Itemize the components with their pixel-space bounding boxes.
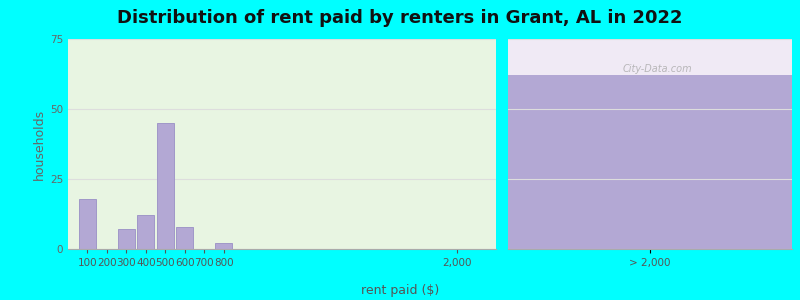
Bar (138, 215, 154, 249)
Bar (79, 199, 96, 249)
Text: Distribution of rent paid by renters in Grant, AL in 2022: Distribution of rent paid by renters in … (118, 9, 682, 27)
Text: rent paid ($): rent paid ($) (361, 284, 439, 297)
Bar (118, 230, 135, 249)
FancyBboxPatch shape (508, 39, 792, 75)
Bar (157, 123, 174, 249)
Bar (176, 226, 194, 249)
Y-axis label: households: households (33, 108, 46, 180)
Bar (508, 75, 792, 249)
Text: City-Data.com: City-Data.com (623, 64, 693, 74)
Bar (215, 243, 232, 249)
